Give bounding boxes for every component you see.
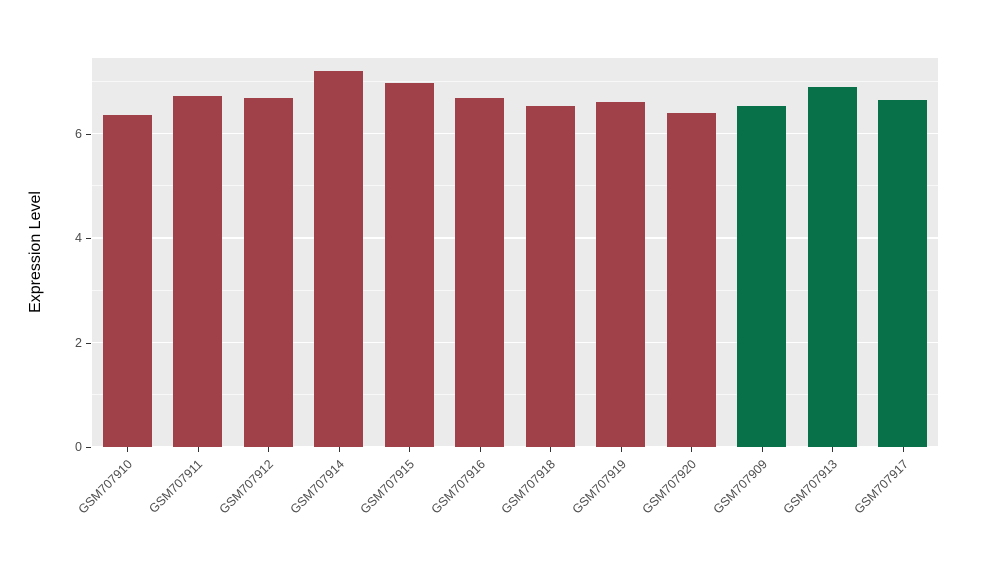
y-tick-mark [86, 238, 91, 240]
x-tick-mark [902, 447, 904, 452]
gridline-minor [92, 185, 938, 187]
y-tick-mark [86, 342, 91, 344]
y-axis-title: Expression Level [27, 191, 44, 313]
x-tick-mark [409, 447, 411, 452]
x-tick-label: GSM707912 [216, 457, 277, 517]
x-tick-label: GSM707920 [639, 457, 700, 517]
bar [102, 115, 152, 447]
x-tick-label: GSM707917 [851, 457, 911, 517]
bar [173, 96, 223, 447]
bar [384, 83, 434, 447]
bar [666, 112, 716, 447]
x-tick-mark [338, 447, 340, 452]
x-tick-mark [832, 447, 834, 452]
x-tick-label: GSM707910 [75, 457, 136, 517]
x-tick-label: GSM707916 [428, 457, 488, 517]
y-tick-mark [86, 447, 91, 448]
gridline-minor [92, 80, 938, 82]
bar [737, 106, 787, 447]
y-tick-label: 0 [75, 440, 82, 454]
x-tick-mark [691, 447, 693, 452]
gridline-major [92, 132, 938, 135]
x-tick-mark [127, 447, 129, 452]
gridline-major [92, 341, 938, 344]
bar [243, 98, 293, 447]
x-tick-label: GSM707913 [780, 457, 841, 517]
x-tick-label: GSM707914 [287, 457, 347, 517]
bar [807, 86, 857, 447]
bar [525, 106, 575, 447]
y-tick-label: 2 [75, 335, 82, 350]
x-tick-mark [761, 447, 763, 452]
y-tick-label: 4 [75, 231, 82, 246]
x-tick-mark [479, 447, 481, 452]
x-tick-label: GSM707915 [357, 457, 418, 517]
gridline-minor [92, 394, 938, 396]
bar [314, 71, 364, 447]
x-tick-mark [197, 447, 199, 452]
y-tick-mark [86, 133, 91, 135]
gridline-minor [92, 289, 938, 291]
y-tick-label: 6 [75, 126, 82, 141]
x-tick-label: GSM707918 [498, 457, 559, 517]
x-tick-mark [268, 447, 270, 452]
x-tick-label: GSM707911 [146, 457, 206, 516]
x-tick-label: GSM707919 [569, 457, 629, 517]
bar [596, 102, 646, 447]
bar [455, 98, 505, 447]
gridline-major [92, 237, 938, 239]
plot-panel [92, 58, 938, 448]
gridline-major [92, 446, 938, 448]
bar [878, 99, 928, 447]
x-tick-label: GSM707909 [710, 457, 770, 517]
x-tick-mark [550, 447, 552, 452]
x-tick-mark [620, 447, 622, 452]
